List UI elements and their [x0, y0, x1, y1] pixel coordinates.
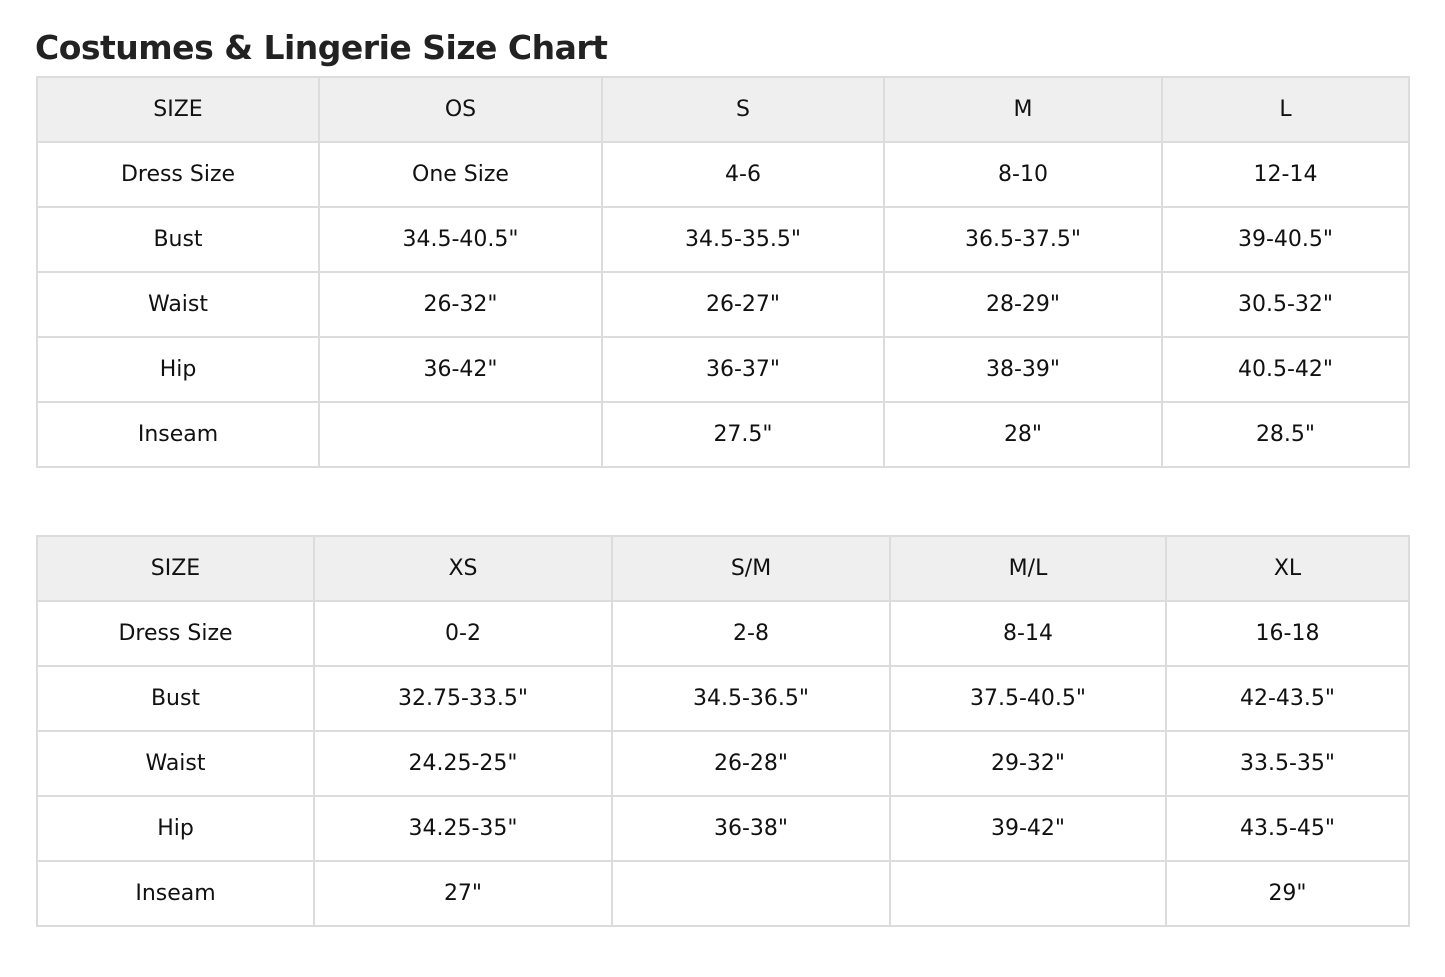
table-cell	[889, 860, 1167, 927]
table-cell: 4-6	[601, 141, 885, 208]
table-cell: 39-40.5"	[1161, 206, 1410, 273]
row-label-cell: Bust	[36, 206, 320, 273]
row-label-cell: Dress Size	[36, 141, 320, 208]
table-cell: 26-27"	[601, 271, 885, 338]
row-label-cell: Dress Size	[36, 600, 315, 667]
row-label-cell: Hip	[36, 795, 315, 862]
size-chart-table-2: SIZE XS S/M M/L XL Dress Size 0-2 2-8 8-14 16-18 B…	[36, 535, 1410, 927]
table-row: Dress Size 0-2 2-8 8-14 16-18	[36, 600, 1410, 667]
header-cell: XS	[313, 535, 613, 602]
table-cell: 28"	[883, 401, 1163, 468]
table-cell: 36-38"	[611, 795, 891, 862]
table-cell: 34.25-35"	[313, 795, 613, 862]
table-cell: 34.5-36.5"	[611, 665, 891, 732]
header-cell: M/L	[889, 535, 1167, 602]
row-label-cell: Bust	[36, 665, 315, 732]
table-cell: 24.25-25"	[313, 730, 613, 797]
table-cell: 8-10	[883, 141, 1163, 208]
row-label-cell: Inseam	[36, 401, 320, 468]
table-row: Inseam 27" 29"	[36, 860, 1410, 927]
header-cell: SIZE	[36, 76, 320, 143]
table-cell: 36-37"	[601, 336, 885, 403]
header-row: SIZE OS S M L	[36, 76, 1410, 143]
header-cell: L	[1161, 76, 1410, 143]
header-cell: S	[601, 76, 885, 143]
table-cell: 28.5"	[1161, 401, 1410, 468]
header-cell: OS	[318, 76, 603, 143]
table-row: Bust 34.5-40.5" 34.5-35.5" 36.5-37.5" 39-40.…	[36, 206, 1410, 273]
table-row: Waist 26-32" 26-27" 28-29" 30.5-32"	[36, 271, 1410, 338]
header-cell: S/M	[611, 535, 891, 602]
table-cell: 38-39"	[883, 336, 1163, 403]
table-cell: 32.75-33.5"	[313, 665, 613, 732]
table-cell: 43.5-45"	[1165, 795, 1410, 862]
table-row: Waist 24.25-25" 26-28" 29-32" 33.5-35"	[36, 730, 1410, 797]
row-label-cell: Waist	[36, 271, 320, 338]
header-cell: SIZE	[36, 535, 315, 602]
table-row: Hip 34.25-35" 36-38" 39-42" 43.5-45"	[36, 795, 1410, 862]
table-cell: 40.5-42"	[1161, 336, 1410, 403]
table-cell: 8-14	[889, 600, 1167, 667]
table-cell	[611, 860, 891, 927]
table-row: Hip 36-42" 36-37" 38-39" 40.5-42"	[36, 336, 1410, 403]
table-cell	[318, 401, 603, 468]
table-cell: 26-28"	[611, 730, 891, 797]
table-cell: 36.5-37.5"	[883, 206, 1163, 273]
table-cell: 0-2	[313, 600, 613, 667]
table-cell: 37.5-40.5"	[889, 665, 1167, 732]
row-label-cell: Inseam	[36, 860, 315, 927]
table-cell: 33.5-35"	[1165, 730, 1410, 797]
table-cell: 34.5-40.5"	[318, 206, 603, 273]
table-cell: 30.5-32"	[1161, 271, 1410, 338]
table-cell: 16-18	[1165, 600, 1410, 667]
row-label-cell: Hip	[36, 336, 320, 403]
table-cell: 2-8	[611, 600, 891, 667]
row-label-cell: Waist	[36, 730, 315, 797]
table-cell: 27.5"	[601, 401, 885, 468]
table-row: Bust 32.75-33.5" 34.5-36.5" 37.5-40.5" 42-43…	[36, 665, 1410, 732]
table-cell: 27"	[313, 860, 613, 927]
table-row: Inseam 27.5" 28" 28.5"	[36, 401, 1410, 468]
table-cell: 28-29"	[883, 271, 1163, 338]
header-cell: M	[883, 76, 1163, 143]
size-chart-table-1: SIZE OS S M L Dress Size One Size 4-6 8-10 12-14 B…	[36, 76, 1410, 468]
table-cell: 26-32"	[318, 271, 603, 338]
table-row: Dress Size One Size 4-6 8-10 12-14	[36, 141, 1410, 208]
table-cell: 39-42"	[889, 795, 1167, 862]
header-row: SIZE XS S/M M/L XL	[36, 535, 1410, 602]
table-cell: 34.5-35.5"	[601, 206, 885, 273]
table-cell: One Size	[318, 141, 603, 208]
table-cell: 29"	[1165, 860, 1410, 927]
table-cell: 12-14	[1161, 141, 1410, 208]
table-cell: 29-32"	[889, 730, 1167, 797]
table-cell: 36-42"	[318, 336, 603, 403]
table-cell: 42-43.5"	[1165, 665, 1410, 732]
header-cell: XL	[1165, 535, 1410, 602]
page-title: Costumes & Lingerie Size Chart	[35, 28, 608, 67]
